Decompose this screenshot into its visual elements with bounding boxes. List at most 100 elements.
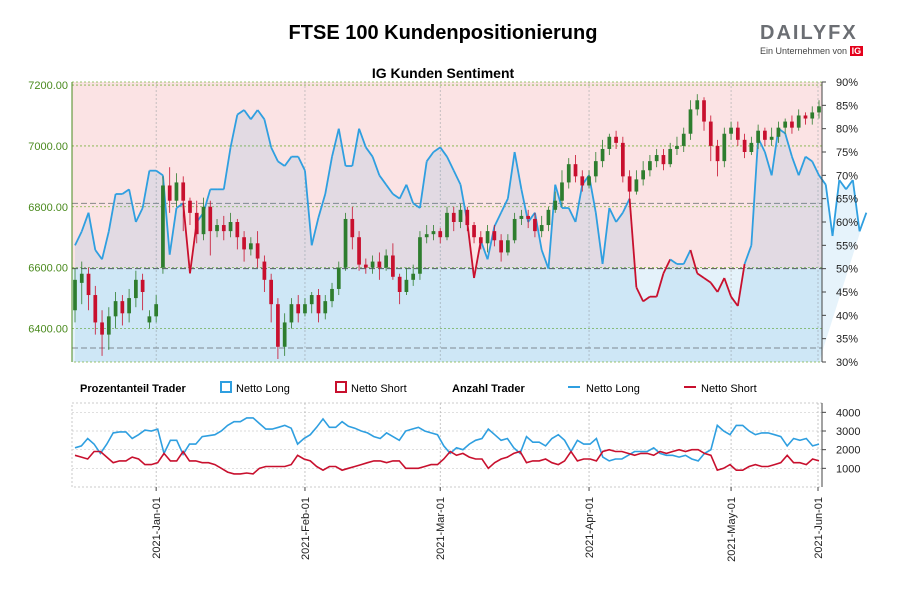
sentiment-line-segment [479,240,489,260]
date-tick-label: 2021-Jun-01 [813,497,825,559]
candle-body [735,127,740,140]
count-tick-label: 2000 [836,445,860,457]
candle-body [560,182,564,201]
sentiment-line-segment [811,160,820,176]
candle-body [140,279,145,292]
sentiment-line-segment [107,193,117,232]
date-tick-label: 2021-Apr-01 [584,497,596,558]
candle-body [296,304,301,314]
candle-body [404,279,409,292]
sentiment-line-segment [452,170,462,186]
sentiment-line-segment [628,198,638,288]
sentiment-line-segment [128,189,137,223]
candle-body [499,240,503,253]
candle-body [587,176,591,186]
candle-body [384,255,388,268]
sentiment-line-segment [527,212,536,223]
legend-long-box [220,381,232,393]
sentiment-line-segment [554,184,563,209]
candle-body [113,301,118,317]
percent-tick-label: 30% [836,357,858,369]
sentiment-line-segment [547,184,557,269]
sentiment-line-segment [243,109,252,120]
candle-body [634,179,639,192]
sentiment-line-segment [270,146,279,162]
candle-body [451,212,456,222]
candle-body [350,218,355,238]
candle-body [688,109,693,134]
count-panel-frame [71,402,823,488]
candle-body [573,164,578,177]
candle-body [539,225,544,232]
candle-body [769,136,774,140]
candle-body [526,215,531,219]
sentiment-line-segment [710,282,719,293]
sentiment-line-segment [689,249,699,274]
candle-body [749,142,754,152]
sentiment-line-segment [175,202,184,209]
sentiment-line-segment [764,151,773,176]
candle-body [228,222,233,232]
candle-body [174,182,179,201]
count-tick-label: 3000 [836,426,860,438]
sentiment-line-segment [101,231,110,260]
sentiment-line-segment [831,179,841,237]
sentiment-line-segment [723,277,732,297]
sentiment-line-segment [392,193,401,200]
legend-group1-label: Prozentanteil Trader [80,383,186,395]
percent-tick-label: 50% [836,264,858,276]
sentiment-line-segment [784,133,793,157]
candle-body [817,106,821,113]
candle-body [242,237,246,250]
sentiment-line-segment [662,258,672,274]
sentiment-line-segment [155,169,164,177]
sentiment-line-segment [425,151,435,162]
candle-body [418,237,422,274]
sentiment-line-segment [250,109,259,120]
sentiment-line-segment [513,151,523,190]
candle-body [188,200,192,213]
count-tick-label: 4000 [836,407,860,419]
candle-body [607,136,612,149]
sentiment-line-segment [540,249,550,269]
date-axis: 2021-Jan-01 2021-Feb-01 2021-Mar-01 2021-Ap… [151,487,825,562]
sentiment-line-segment [337,128,347,167]
candle-body [668,148,673,165]
sentiment-line-segment [317,193,327,218]
candle-body [343,218,348,268]
candle-body [303,304,307,314]
candle-body [100,322,104,335]
candle-body [756,130,760,143]
sentiment-line-segment [324,156,333,195]
sentiment-line-segment [74,230,83,246]
candle-body [255,243,260,259]
candle-body [377,261,382,268]
candle-body [614,136,618,143]
percent-tick-label: 55% [836,240,858,252]
candle-body [411,273,416,280]
candle-body [783,121,788,128]
percent-tick-label: 35% [836,334,858,346]
sentiment-line-segment [473,240,482,279]
candle-body [391,255,395,277]
candle-body [445,212,449,238]
sentiment-line-segment [365,146,374,158]
sentiment-line-segment [750,137,760,246]
legend-long-label: Netto Long [236,383,290,395]
sentiment-line-segment [419,161,428,209]
long-zone-bg [72,268,822,362]
sentiment-line-segment [622,198,631,214]
candle-body [485,231,490,244]
sentiment-line-segment [432,146,441,153]
candle-body [208,206,213,232]
candle-body [309,295,314,305]
sentiment-line-segment [358,128,367,148]
candle-body [86,273,91,296]
sentiment-line-segment [222,147,232,190]
candle-body [729,127,733,134]
sentiment-line-segment [405,184,415,204]
sentiment-line-segment [236,109,245,116]
sentiment-line-segment [703,277,712,284]
candle-body [323,301,328,314]
